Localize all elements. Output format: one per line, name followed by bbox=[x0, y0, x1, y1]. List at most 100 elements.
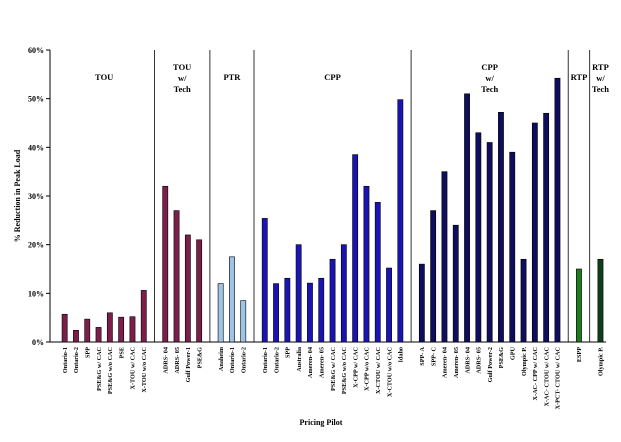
category-label: PSE&G w/o CAC bbox=[107, 347, 114, 394]
bar bbox=[118, 316, 125, 343]
bar bbox=[129, 316, 136, 343]
bar bbox=[184, 234, 191, 343]
category-label: PSE&G bbox=[196, 347, 203, 369]
category-label: Gulf Power-2 bbox=[487, 347, 494, 382]
bar bbox=[464, 93, 470, 343]
bar bbox=[261, 218, 268, 343]
group-label: CPP w/Tech bbox=[481, 62, 498, 94]
bar bbox=[229, 256, 235, 343]
bar bbox=[509, 151, 516, 343]
category-label: ADRS- 05 bbox=[476, 347, 483, 374]
bar bbox=[95, 327, 102, 343]
category-label: Ameren- 04 bbox=[307, 347, 314, 378]
category-label: X-PCT- CTOU w/ CAC bbox=[555, 347, 562, 409]
category-label: Ameren- 05 bbox=[453, 347, 460, 378]
y-tick-label: 50% bbox=[28, 95, 44, 104]
category-label: X-CPP w/ CAC bbox=[352, 347, 359, 388]
bar bbox=[386, 267, 392, 343]
category-label: SPP bbox=[84, 347, 91, 358]
bar bbox=[520, 258, 527, 343]
bar bbox=[307, 282, 313, 343]
category-label: ADRS- 04 bbox=[162, 347, 169, 374]
bar bbox=[140, 290, 147, 343]
bar bbox=[196, 239, 203, 343]
category-label: Olympic P. bbox=[521, 347, 528, 376]
category-label: SPP- A bbox=[419, 346, 426, 365]
category-label: X-CPP w/o CAC bbox=[364, 347, 371, 391]
bar bbox=[295, 244, 302, 343]
bar bbox=[73, 330, 79, 343]
bar bbox=[363, 185, 370, 343]
bar bbox=[173, 210, 180, 343]
bar bbox=[554, 77, 561, 343]
bar bbox=[498, 111, 504, 343]
y-tick-label: 10% bbox=[28, 289, 44, 298]
y-axis-title: % Reduction in Peak Load bbox=[13, 149, 22, 242]
group-label: RTP bbox=[571, 72, 588, 82]
category-label: Ontario-1 bbox=[229, 347, 236, 373]
bar bbox=[273, 283, 279, 343]
category-label: ADRS- 04 bbox=[464, 347, 471, 374]
category-label: GPU bbox=[509, 346, 516, 360]
category-label: X-AC- CTOU w/ CAC bbox=[543, 347, 550, 407]
bar bbox=[340, 244, 347, 343]
bar bbox=[452, 224, 459, 343]
category-label: Ameren- 05 bbox=[318, 347, 325, 378]
x-axis-title: Pricing Pilot bbox=[300, 418, 343, 427]
category-label: SPP bbox=[285, 347, 292, 358]
bar bbox=[84, 318, 91, 343]
category-label: SPP- C bbox=[430, 347, 437, 366]
category-label: Ontario-2 bbox=[273, 347, 280, 373]
category-label: X-AC- CPP w/ CAC bbox=[532, 347, 539, 400]
bar bbox=[531, 122, 538, 343]
group-labels: TOU TOU w/Tech PTR CPP CPP w/Tech RTP RTP w/Tech bbox=[95, 62, 609, 94]
category-label: Ameren- 04 bbox=[442, 347, 449, 378]
y-tick-label: 0% bbox=[32, 338, 44, 347]
y-tick-label: 30% bbox=[28, 192, 44, 201]
group-label: RTP w/Tech bbox=[592, 62, 609, 94]
category-label: ESPP bbox=[576, 347, 583, 362]
category-label: Ontario-2 bbox=[73, 347, 80, 373]
bar bbox=[284, 277, 291, 343]
bar bbox=[418, 263, 425, 343]
group-label: TOU bbox=[95, 72, 113, 82]
category-label: X-CTOU w/ CAC bbox=[375, 347, 382, 394]
category-label: Olympic P. bbox=[598, 347, 605, 376]
bar bbox=[352, 154, 359, 343]
category-label: PSE&G w/ CAC bbox=[330, 347, 337, 391]
bar bbox=[441, 171, 448, 343]
category-label: X-TOU w/o CAC bbox=[141, 347, 148, 393]
category-label: X-CTOU w/o CAC bbox=[386, 347, 393, 397]
bar bbox=[397, 99, 404, 343]
category-label: Ontario-1 bbox=[62, 347, 69, 373]
bar bbox=[240, 300, 247, 343]
group-label: PTR bbox=[223, 72, 241, 82]
category-label: PSE&G bbox=[498, 347, 505, 369]
group-label: TOU w/Tech bbox=[173, 62, 191, 94]
bar bbox=[217, 283, 224, 343]
bar bbox=[543, 112, 550, 343]
category-label: PSE bbox=[118, 347, 125, 358]
category-label: Gulf Power-1 bbox=[185, 347, 192, 382]
category-label: PSE&G w/o CAC bbox=[341, 347, 348, 394]
bars bbox=[61, 77, 604, 343]
category-label: ADRS- 05 bbox=[174, 347, 181, 374]
category-label: Anaheim bbox=[218, 346, 225, 371]
category-label: X-TOU w/ CAC bbox=[130, 347, 137, 390]
category-label: Idaho bbox=[398, 347, 405, 362]
bar bbox=[430, 210, 437, 343]
bar bbox=[329, 258, 336, 343]
y-tick-label: 20% bbox=[28, 241, 44, 250]
y-tick-label: 40% bbox=[28, 143, 44, 152]
bar bbox=[106, 312, 113, 343]
group-separators bbox=[154, 50, 591, 342]
bar bbox=[318, 277, 325, 343]
bar bbox=[61, 313, 68, 343]
bar bbox=[576, 268, 582, 343]
category-label: PSE&G w/ CAC bbox=[96, 347, 103, 391]
bar bbox=[486, 142, 493, 343]
category-labels: Ontario-1 Ontario-2 SPP PSE&G w/ CAC PSE&G w… bbox=[62, 346, 605, 409]
bar bbox=[475, 132, 482, 343]
category-label: Australia bbox=[296, 347, 303, 372]
